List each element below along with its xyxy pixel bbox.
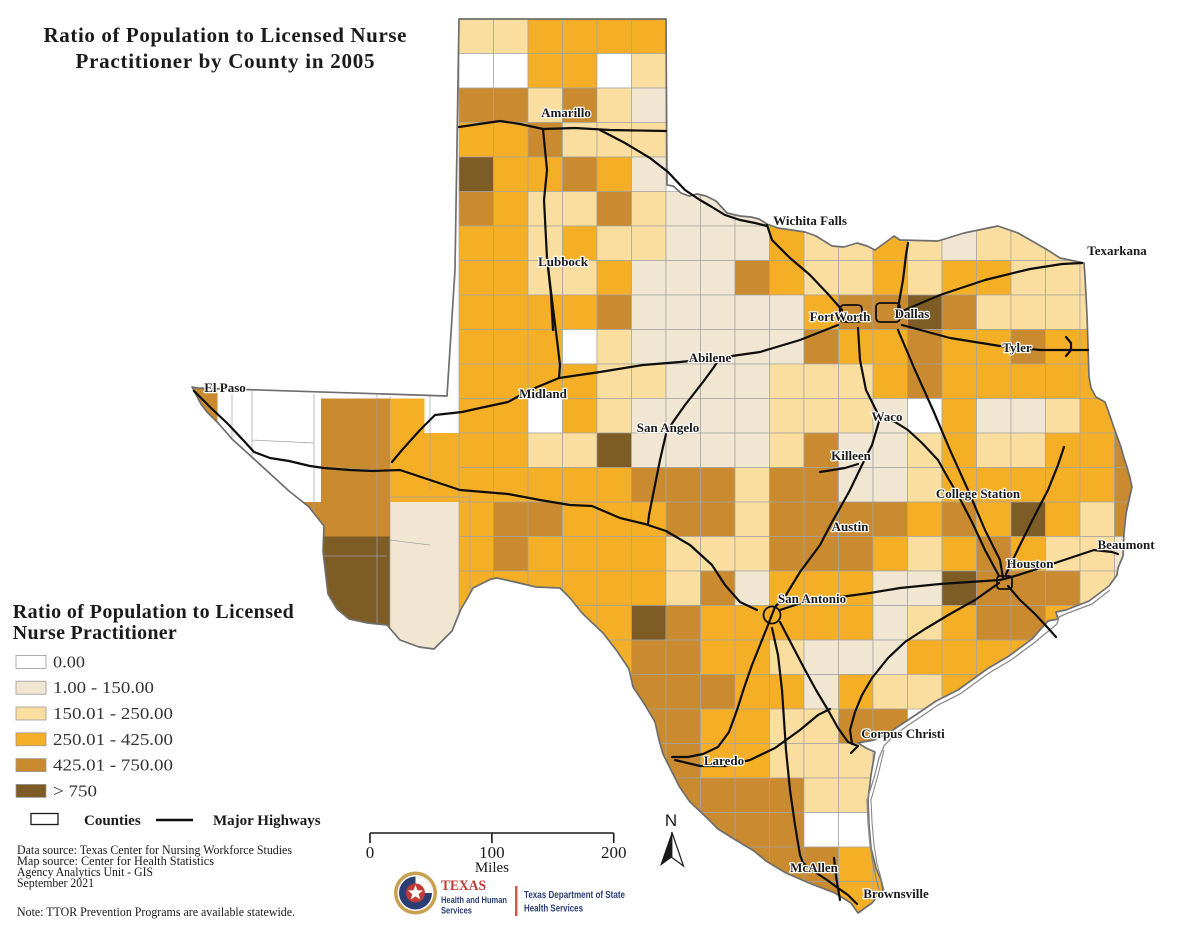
svg-text:Services: Services: [441, 906, 472, 917]
svg-text:0.00: 0.00: [53, 652, 85, 671]
svg-text:Houston: Houston: [1007, 556, 1055, 571]
svg-text:TEXAS: TEXAS: [441, 878, 486, 894]
svg-text:Beaumont: Beaumont: [1097, 537, 1155, 552]
svg-text:1.00 - 150.00: 1.00 - 150.00: [53, 678, 154, 697]
svg-text:Midland: Midland: [519, 386, 567, 401]
svg-text:Brownsville: Brownsville: [863, 886, 929, 901]
svg-text:Major Highways: Major Highways: [213, 813, 321, 829]
svg-text:Health and Human: Health and Human: [441, 895, 507, 906]
svg-text:Amarillo: Amarillo: [541, 105, 591, 120]
svg-text:Killeen: Killeen: [831, 448, 871, 463]
svg-text:Laredo: Laredo: [704, 753, 744, 768]
svg-text:Practitioner by County in 2005: Practitioner by County in 2005: [76, 49, 375, 73]
svg-text:El Paso: El Paso: [204, 380, 246, 395]
svg-text:Nurse Practitioner: Nurse Practitioner: [13, 622, 177, 644]
svg-text:Waco: Waco: [871, 409, 902, 424]
svg-text:Miles: Miles: [475, 860, 509, 876]
svg-text:FortWorth: FortWorth: [810, 309, 871, 324]
svg-text:College Station: College Station: [936, 486, 1021, 501]
svg-text:Dallas: Dallas: [895, 306, 930, 321]
svg-text:San Antonio: San Antonio: [778, 591, 846, 606]
svg-text:Corpus Christi: Corpus Christi: [861, 726, 945, 741]
svg-text:Ratio of Population to Licens: Ratio of Population to Licensed Nurse: [44, 23, 407, 47]
svg-text:Tyler: Tyler: [1002, 340, 1032, 355]
svg-text:Health Services: Health Services: [524, 903, 583, 915]
svg-text:Abilene: Abilene: [689, 350, 732, 365]
svg-text:Map source: Center for Health: Map source: Center for Health Statistics: [17, 853, 214, 868]
svg-text:McAllen: McAllen: [790, 860, 838, 875]
svg-text:Ratio of Population to Licens: Ratio of Population to Licensed: [13, 601, 294, 623]
svg-text:200: 200: [601, 843, 627, 862]
svg-text:N: N: [665, 811, 677, 830]
svg-text:Texarkana: Texarkana: [1087, 243, 1147, 258]
svg-text:Data source: Texas Center for: Data source: Texas Center for Nursing Wo…: [17, 842, 292, 857]
svg-text:Lubbock: Lubbock: [538, 254, 589, 269]
svg-text:Agency Analytics Unit - GIS: Agency Analytics Unit - GIS: [17, 864, 153, 879]
svg-text:September 2021: September 2021: [17, 875, 94, 890]
svg-text:Wichita Falls: Wichita Falls: [773, 213, 847, 228]
svg-text:425.01 - 750.00: 425.01 - 750.00: [53, 756, 173, 775]
svg-text:Counties: Counties: [84, 813, 141, 829]
svg-text:Austin: Austin: [832, 519, 870, 534]
svg-text:Texas Department of State: Texas Department of State: [524, 889, 625, 901]
svg-text:150.01 - 250.00: 150.01 - 250.00: [53, 704, 173, 723]
svg-text:100: 100: [479, 843, 505, 862]
svg-text:0: 0: [366, 843, 375, 862]
svg-text:San Angelo: San Angelo: [637, 420, 700, 435]
svg-text:> 750: > 750: [53, 781, 97, 800]
svg-text:250.01 - 425.00: 250.01 - 425.00: [53, 730, 173, 749]
svg-text:Note: TTOR Prevention Programs: Note: TTOR Prevention Programs are avail…: [17, 904, 295, 919]
